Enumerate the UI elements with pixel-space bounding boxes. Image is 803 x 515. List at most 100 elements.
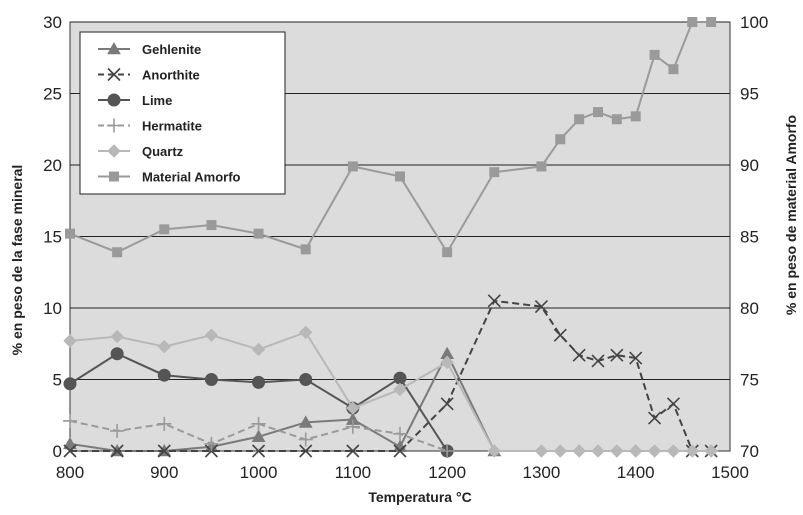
legend-label-2: Lime [142,93,172,108]
legend-label-5: Material Amorfo [142,170,241,185]
data-point-2-3 [204,373,218,386]
legend-marker-2 [107,93,121,107]
data-point-3-1 [110,423,125,438]
data-point-5-18 [687,17,698,27]
legend-marker-0 [107,41,121,55]
data-point-1-6 [346,444,360,458]
x-tick-label-1: 900 [150,463,178,482]
x-tick-label-6: 1400 [617,463,655,482]
data-point-3-3 [204,436,219,451]
data-point-5-11 [555,134,566,145]
data-point-5-6 [347,161,358,172]
data-point-5-14 [611,114,622,125]
x-axis-title: Temperatura °C [368,489,471,505]
y-left-tick-label-4: 20 [43,156,62,175]
data-point-4-16 [647,444,662,458]
data-point-4-17 [666,444,681,458]
series-3 [63,413,455,458]
x-tick-label-2: 1000 [240,463,278,482]
data-point-5-12 [574,114,585,125]
data-point-4-14 [610,444,624,458]
data-point-3-0 [63,413,77,428]
legend: Gehlenite Anorthite Lime Hermatite Quartz Mat… [79,31,286,195]
data-point-1-5 [299,444,313,458]
legend-label-1: Anorthite [142,68,200,83]
legend-marker-3 [107,118,121,133]
data-point-3-6 [345,419,360,434]
data-point-2-0 [63,377,77,391]
y-left-tick-label-5: 25 [43,85,62,104]
data-point-1-15 [629,351,643,365]
data-point-4-18 [685,444,699,458]
data-point-5-5 [300,244,311,255]
y-axis-right-title: % en peso de material Amorfo [783,115,799,315]
data-point-3-5 [298,432,313,447]
data-point-4-2 [157,339,171,354]
data-point-1-11 [553,328,567,342]
series-line-5 [69,21,712,255]
data-point-4-6 [346,401,360,415]
data-point-5-0 [65,228,75,239]
y-right-tick-label-5: 95 [740,85,759,104]
series-4 [63,325,718,458]
y-right-tick-label-2: 80 [740,299,759,318]
data-point-4-12 [572,444,586,458]
data-point-5-13 [593,107,603,118]
x-tick-label-0: 800 [56,463,84,482]
legend-marker-5 [109,171,119,182]
y-left-tick-label-2: 10 [43,299,62,318]
data-point-5-8 [442,247,453,258]
legend-marker-4 [107,144,121,158]
data-point-1-10 [534,300,548,314]
series-layer [63,17,718,458]
data-point-1-13 [591,354,605,368]
y-left-tick-label-0: 0 [53,442,62,461]
data-point-5-7 [395,171,405,182]
data-point-3-4 [251,416,266,431]
data-point-4-15 [629,444,643,458]
y-left-tick-label-6: 30 [43,13,62,32]
data-point-1-3 [204,444,218,458]
data-point-2-1 [110,347,124,361]
series-5 [65,17,717,258]
data-point-5-19 [706,17,717,27]
x-tick-label-5: 1300 [523,463,561,482]
x-tick-label-4: 1200 [428,463,466,482]
y-right-tick-label-1: 75 [740,371,759,390]
data-point-4-5 [299,325,313,340]
data-point-3-2 [157,416,172,431]
data-point-5-9 [489,167,500,178]
x-tick-label-3: 1100 [335,463,372,482]
y-right-tick-label-4: 90 [740,156,759,175]
data-point-2-4 [252,375,266,389]
y-left-tick-label-3: 15 [43,228,62,247]
data-point-1-14 [610,348,624,362]
data-point-5-17 [668,64,679,75]
data-point-4-4 [251,342,266,357]
data-point-1-16 [648,411,662,425]
data-point-1-8 [440,397,454,411]
data-point-4-10 [534,444,549,458]
data-point-4-3 [204,328,219,342]
data-point-1-12 [572,348,586,362]
data-point-0-4 [251,429,266,442]
legend-label-0: Gehlenite [142,42,201,57]
data-point-4-8 [440,355,454,370]
y-right-tick-label-6: 100 [740,13,768,32]
data-point-5-2 [159,224,170,235]
y-right-tick-label-3: 85 [740,228,759,247]
data-point-5-10 [536,161,547,172]
data-point-4-9 [487,444,501,458]
x-tick-label-7: 1500 [711,463,749,482]
data-point-1-7 [393,444,407,458]
data-point-4-11 [553,444,567,458]
data-point-2-5 [299,373,313,386]
y-right-tick-label-0: 70 [740,442,759,461]
data-point-4-0 [63,334,77,348]
legend-label-4: Quartz [142,144,184,159]
data-point-1-4 [252,444,266,458]
data-point-4-19 [704,444,718,458]
data-point-0-5 [298,415,313,428]
